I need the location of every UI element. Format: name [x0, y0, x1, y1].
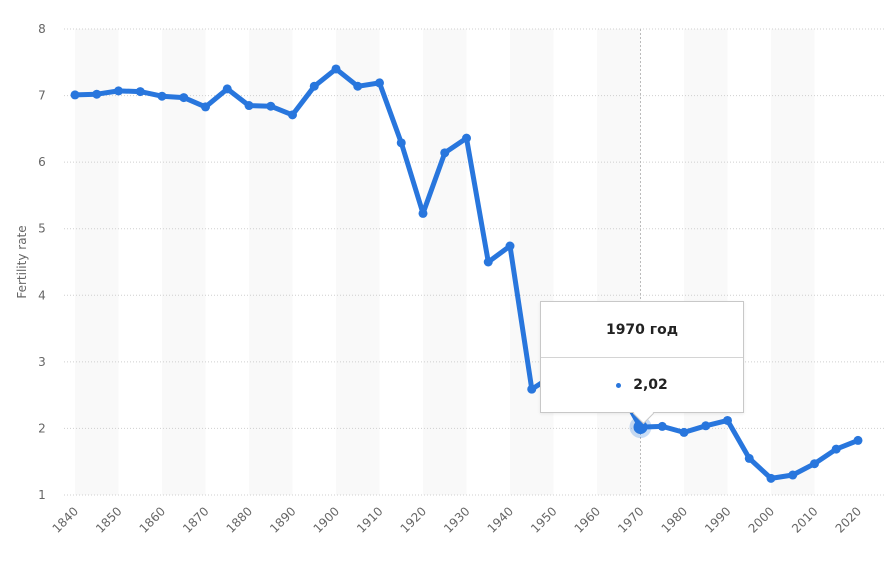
svg-text:1860: 1860 — [137, 504, 168, 535]
data-point[interactable] — [679, 427, 689, 437]
data-point[interactable] — [135, 87, 145, 97]
svg-text:2000: 2000 — [746, 504, 777, 535]
data-point[interactable] — [418, 208, 428, 218]
svg-text:2: 2 — [38, 421, 46, 435]
data-point[interactable] — [266, 101, 276, 111]
data-point[interactable] — [157, 91, 167, 101]
data-point[interactable] — [701, 421, 711, 431]
svg-text:1900: 1900 — [311, 504, 342, 535]
data-point[interactable] — [375, 78, 384, 88]
svg-text:1960: 1960 — [572, 504, 603, 535]
data-point[interactable] — [853, 435, 863, 445]
svg-text:1930: 1930 — [441, 504, 472, 535]
data-point[interactable] — [396, 138, 406, 148]
data-point[interactable] — [70, 90, 80, 100]
svg-text:1890: 1890 — [267, 504, 298, 535]
tooltip-value: 2,02 — [633, 377, 668, 393]
svg-text:2010: 2010 — [789, 504, 820, 535]
svg-text:1: 1 — [38, 488, 46, 502]
series-dot-icon — [616, 382, 622, 388]
data-point[interactable] — [331, 64, 341, 74]
data-point[interactable] — [288, 110, 297, 120]
svg-text:1840: 1840 — [50, 504, 81, 535]
tooltip-title: 1970 год — [541, 302, 743, 358]
svg-text:1970: 1970 — [615, 504, 646, 535]
svg-text:1940: 1940 — [485, 504, 516, 535]
data-point[interactable] — [527, 384, 537, 394]
tooltip-body: 2,02 — [541, 358, 743, 412]
data-point[interactable] — [222, 84, 232, 94]
data-point[interactable] — [505, 241, 515, 251]
svg-text:6: 6 — [38, 155, 46, 169]
svg-text:2020: 2020 — [833, 504, 864, 535]
data-point[interactable] — [657, 421, 667, 431]
svg-text:3: 3 — [38, 355, 46, 369]
data-point[interactable] — [309, 81, 319, 91]
svg-text:1980: 1980 — [659, 504, 690, 535]
data-point[interactable] — [440, 148, 450, 158]
data-point[interactable] — [462, 133, 471, 143]
data-point[interactable] — [201, 102, 210, 112]
data-point[interactable] — [179, 93, 189, 103]
svg-text:1870: 1870 — [180, 504, 211, 535]
data-point[interactable] — [766, 473, 776, 483]
data-point[interactable] — [723, 415, 732, 425]
y-axis-label: Fertility rate — [15, 225, 29, 298]
data-point[interactable] — [831, 444, 841, 454]
svg-text:5: 5 — [38, 222, 46, 236]
data-point[interactable] — [810, 459, 819, 469]
svg-text:1950: 1950 — [528, 504, 559, 535]
svg-text:1990: 1990 — [702, 504, 733, 535]
svg-text:7: 7 — [38, 89, 46, 103]
svg-text:1850: 1850 — [93, 504, 124, 535]
tooltip: 1970 год 2,02 — [540, 301, 744, 425]
data-point[interactable] — [353, 81, 363, 91]
data-point[interactable] — [114, 86, 123, 96]
svg-text:8: 8 — [38, 22, 46, 36]
y-axis-ticks: 1 2 3 4 5 6 7 8 — [38, 22, 46, 502]
svg-text:1910: 1910 — [354, 504, 385, 535]
x-axis-ticks: 1840 1850 1860 1870 1880 1890 1900 1910 1920 1930… — [50, 504, 864, 535]
svg-text:1880: 1880 — [224, 504, 255, 535]
data-point[interactable] — [483, 257, 493, 267]
svg-text:4: 4 — [38, 288, 46, 302]
data-point[interactable] — [788, 470, 798, 480]
data-point[interactable] — [244, 101, 254, 111]
svg-text:1920: 1920 — [398, 504, 429, 535]
data-point[interactable] — [744, 453, 754, 463]
data-point[interactable] — [92, 89, 102, 99]
alternating-bands — [75, 29, 815, 495]
